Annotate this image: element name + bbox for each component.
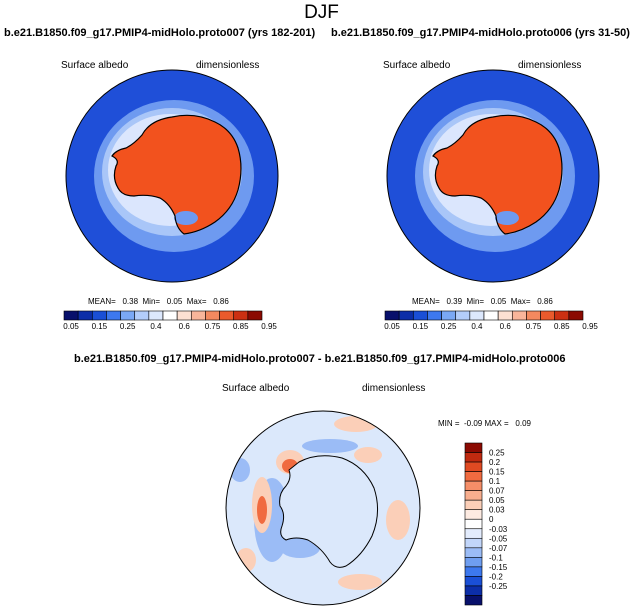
panel2-colorbar-label: 0.95 — [582, 322, 598, 331]
panel1-colorbar: 0.05 0.15 0.25 0.4 0.6 0.75 0.85 0.95 — [63, 310, 277, 331]
figure-title: DJF — [304, 2, 339, 23]
panel1-colorbar-box — [77, 310, 93, 321]
panel2-colorbar-label: 0.4 — [471, 322, 483, 331]
panel3-colorbar-label: 0.05 — [489, 496, 505, 505]
panel3-colorbar-box — [464, 452, 483, 463]
panel1-map-border — [65, 69, 279, 283]
panel3-colorbar-box — [464, 576, 483, 587]
panel3-colorbar-box — [464, 528, 483, 539]
panel3-colorbar: 0.250.20.150.10.070.050.030-0.03-0.05-0.… — [464, 442, 508, 606]
panel1-colorbar-label: 0.15 — [92, 322, 108, 331]
panel1-colorbar-box — [106, 310, 121, 321]
panel1-colorbar-box — [91, 310, 107, 321]
panel1-colorbar-box — [63, 310, 79, 321]
panel3-colorbar-box — [464, 442, 483, 453]
panel2-colorbar-box — [469, 310, 485, 321]
panel1-colorbar-box — [134, 310, 150, 321]
panel3-units: dimensionless — [362, 383, 426, 394]
panel1-stats: MEAN= 0.38 Min= 0.05 Max= 0.86 — [88, 297, 229, 306]
panel2-colorbar-label: 0.85 — [554, 322, 570, 331]
panel2-colorbar-box — [511, 310, 527, 321]
panel1-colorbar-label: 0.25 — [120, 322, 136, 331]
panel2-colorbar-box — [384, 310, 400, 321]
panel3-colorbar-box — [464, 480, 483, 491]
panel3-colorbar-label: -0.05 — [489, 534, 508, 543]
panel3-colorbar-box — [464, 547, 483, 558]
panel3-colorbar-label: 0.15 — [489, 468, 505, 477]
panel2-colorbar-box — [497, 310, 513, 321]
panel1-colorbar-label: 0.85 — [233, 322, 249, 331]
panel3-colorbar-label: -0.2 — [489, 572, 503, 581]
panel2-variable: Surface albedo — [383, 60, 451, 71]
panel1-colorbar-box — [162, 310, 178, 321]
panel1-colorbar-label: 0.95 — [261, 322, 277, 331]
panel3-colorbar-label: -0.25 — [489, 582, 508, 591]
panel3-stats: MIN = -0.09 MAX = 0.09 — [438, 419, 531, 428]
panel1-colorbar-box — [219, 310, 235, 321]
panel1-colorbar-box — [120, 310, 136, 321]
panel2-map-border — [386, 69, 600, 283]
panel2-colorbar-box — [554, 310, 570, 321]
panel3-colorbar-label: 0 — [489, 515, 494, 524]
panel3-colorbar-box — [464, 471, 483, 482]
panel3-colorbar-label: -0.07 — [489, 544, 508, 553]
panel1-map — [66, 70, 278, 282]
panel1-colorbar-box — [190, 310, 206, 321]
panel1-title: b.e21.B1850.f09_g17.PMIP4-midHolo.proto0… — [4, 27, 316, 39]
panel3-colorbar-label: 0.07 — [489, 487, 505, 496]
panel2-colorbar-box — [441, 310, 457, 321]
panel2-colorbar-label: 0.05 — [384, 322, 400, 331]
panel3-colorbar-box — [464, 557, 483, 568]
panel1-colorbar-label: 0.75 — [205, 322, 221, 331]
panel2-map — [387, 70, 599, 282]
panel3-colorbar-label: -0.15 — [489, 563, 508, 572]
panel3-colorbar-box — [464, 595, 483, 606]
panel1-colorbar-box — [176, 310, 192, 321]
panel2-colorbar-box — [455, 310, 471, 321]
panel3-colorbar-box — [464, 566, 483, 577]
panel3-colorbar-box — [464, 537, 483, 549]
panel1-variable: Surface albedo — [61, 60, 129, 71]
panel1-colorbar-label: 0.6 — [179, 322, 191, 331]
panel2-colorbar-box — [412, 310, 428, 321]
panel2-colorbar-label: 0.6 — [500, 322, 512, 331]
panel2-colorbar-box — [427, 310, 442, 321]
panel3-colorbar-label: 0.2 — [489, 458, 501, 467]
panel3-colorbar-label: -0.03 — [489, 525, 508, 534]
panel2-colorbar-box — [540, 310, 556, 321]
panel2-colorbar-box — [568, 310, 584, 321]
panel1-colorbar-label: 0.4 — [150, 322, 162, 331]
panel3-colorbar-label: 0.25 — [489, 449, 505, 458]
panel3-colorbar-box — [464, 518, 483, 530]
panel2-title: b.e21.B1850.f09_g17.PMIP4-midHolo.proto0… — [331, 27, 630, 39]
panel2-colorbar-label: 0.75 — [526, 322, 542, 331]
panel3-colorbar-box — [464, 509, 483, 520]
panel2-units: dimensionless — [518, 60, 582, 71]
panel3-colorbar-label: 0.1 — [489, 477, 501, 486]
panel1-units: dimensionless — [196, 60, 260, 71]
panel3-colorbar-box — [464, 461, 483, 472]
panel3-map — [226, 411, 420, 605]
panel3-variable: Surface albedo — [222, 383, 290, 394]
panel3-colorbar-box — [464, 499, 483, 511]
panel1-colorbar-box — [247, 310, 263, 321]
panel2-stats: MEAN= 0.39 Min= 0.05 Max= 0.86 — [412, 297, 553, 306]
panel2-colorbar-box — [483, 310, 499, 321]
panel1-colorbar-box — [233, 310, 249, 321]
panel3-colorbar-box — [464, 585, 483, 596]
panel3-colorbar-label: 0.03 — [489, 506, 505, 515]
panel1-colorbar-label: 0.05 — [63, 322, 79, 331]
panel3-colorbar-box — [464, 490, 483, 501]
panel1-colorbar-box — [148, 310, 164, 321]
panel2-colorbar-label: 0.25 — [441, 322, 457, 331]
panel2-colorbar-box — [526, 310, 541, 321]
panel3-map-border — [225, 410, 421, 606]
panel3-title: b.e21.B1850.f09_g17.PMIP4-midHolo.proto0… — [74, 353, 566, 365]
panel1-colorbar-box — [205, 310, 220, 321]
panel2-colorbar: 0.05 0.15 0.25 0.4 0.6 0.75 0.85 0.95 — [384, 310, 598, 331]
panel2-colorbar-box — [398, 310, 414, 321]
panel3-colorbar-label: -0.1 — [489, 553, 503, 562]
panel2-colorbar-label: 0.15 — [413, 322, 429, 331]
